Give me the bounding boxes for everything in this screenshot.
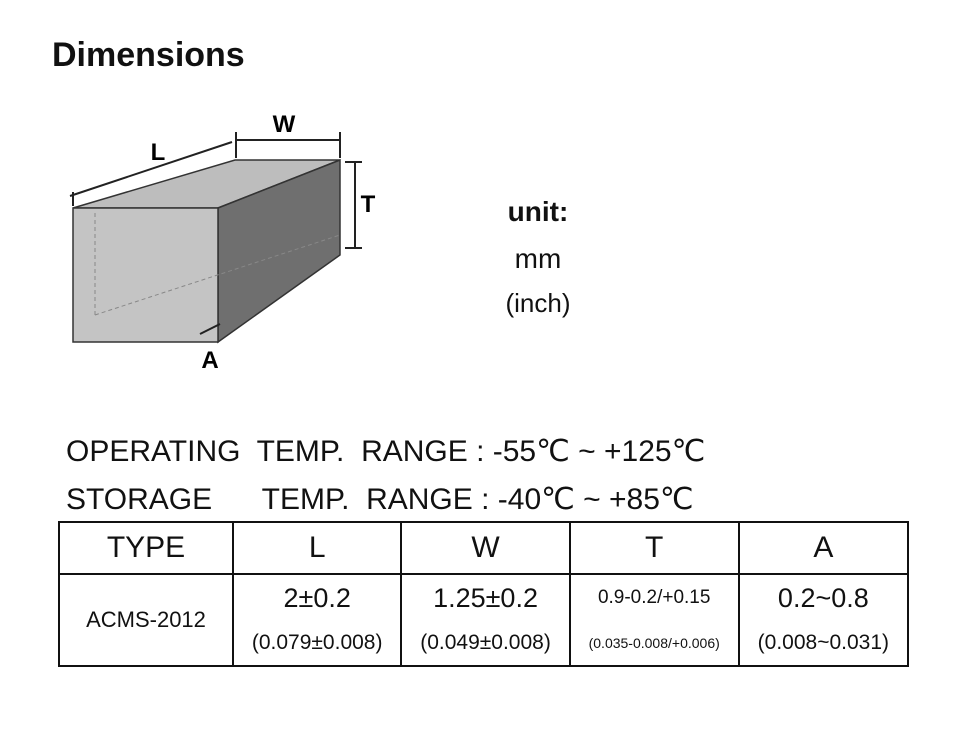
header-cell: T: [568, 521, 740, 575]
type-cell: ACMS-2012: [58, 573, 234, 667]
label-w: W: [273, 111, 296, 138]
value-inch: (0.008~0.031): [757, 631, 890, 654]
component-diagram: L W T A: [69, 111, 376, 374]
header-row: TYPE L W T A: [58, 521, 910, 575]
label-l: L: [151, 139, 166, 166]
title: Dimensions: [52, 36, 245, 74]
unit-label: unit:: [507, 196, 569, 227]
value-cell: 0.2~0.8 (0.008~0.031): [737, 573, 910, 667]
value-mm: 0.2~0.8: [777, 583, 869, 613]
value-cell: 1.25±0.2 (0.049±0.008): [400, 573, 571, 667]
value-cell: 0.9-0.2/+0.15 (0.035-0.008/+0.006): [568, 573, 740, 667]
header-cell: A: [737, 521, 910, 575]
unit-primary: mm: [514, 243, 562, 274]
data-row: ACMS-2012 2±0.2 (0.079±0.008) 1.25±0.2 (0.…: [58, 573, 910, 667]
dimension-table: TYPE L W T A ACMS-2012 2±0.2 (0.079±0.008…: [58, 521, 910, 667]
unit-secondary: (inch): [505, 288, 571, 318]
label-a: A: [201, 347, 218, 374]
header-cell: TYPE: [58, 521, 234, 575]
value-mm: 2±0.2: [283, 583, 351, 613]
value-inch: (0.035-0.008/+0.006): [588, 635, 720, 651]
value-inch: (0.049±0.008): [420, 631, 551, 654]
label-t: T: [361, 191, 376, 218]
temperature-line: STORAGE TEMP. RANGE : -40℃ ~ +85℃: [66, 483, 694, 516]
value-mm: 0.9-0.2/+0.15: [597, 587, 711, 608]
header-cell: L: [231, 521, 403, 575]
header-cell: W: [400, 521, 571, 575]
value-cell: 2±0.2 (0.079±0.008): [231, 573, 403, 667]
value-mm: 1.25±0.2: [433, 583, 538, 613]
temperature-line: OPERATING TEMP. RANGE : -55℃ ~ +125℃: [66, 435, 706, 468]
value-inch: (0.079±0.008): [251, 631, 383, 654]
